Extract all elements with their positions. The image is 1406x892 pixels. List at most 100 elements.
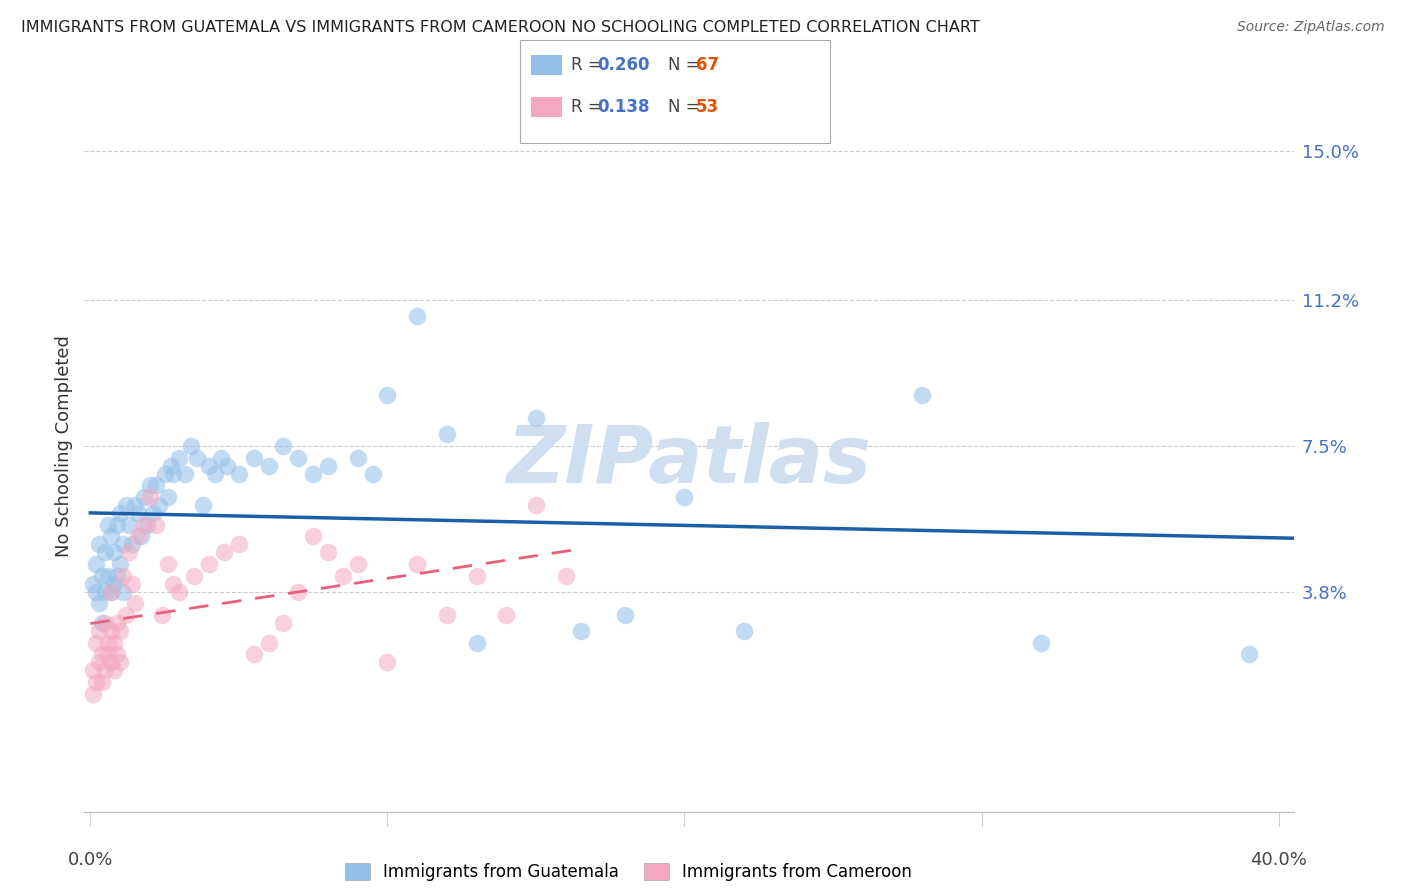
Point	[105, 568, 128, 582]
Point	[1237, 648, 1260, 662]
Point	[569, 624, 592, 638]
Point	[135, 517, 157, 532]
Point	[361, 467, 384, 481]
Point	[1029, 635, 1052, 649]
Point	[127, 529, 149, 543]
Point	[287, 584, 309, 599]
Point	[103, 545, 125, 559]
Point	[103, 576, 125, 591]
Point	[198, 557, 221, 571]
Point	[316, 458, 339, 473]
Point	[118, 545, 141, 559]
Text: 40.0%: 40.0%	[1250, 851, 1308, 869]
Point	[91, 568, 114, 582]
Point	[111, 568, 134, 582]
Point	[108, 557, 131, 571]
Text: 0.260: 0.260	[598, 56, 650, 74]
Point	[554, 568, 576, 582]
Point	[273, 615, 295, 630]
Point	[495, 608, 517, 623]
Point	[302, 467, 325, 481]
Point	[84, 557, 107, 571]
Point	[124, 498, 146, 512]
Point	[129, 529, 152, 543]
Point	[132, 490, 155, 504]
Point	[377, 388, 399, 402]
Point	[94, 615, 117, 630]
Point	[465, 568, 488, 582]
Point	[257, 635, 280, 649]
Point	[82, 663, 104, 677]
Point	[94, 584, 117, 599]
Point	[82, 687, 104, 701]
Text: 0.0%: 0.0%	[67, 851, 112, 869]
Point	[97, 568, 120, 582]
Point	[198, 458, 221, 473]
Text: N =: N =	[668, 56, 704, 74]
Point	[91, 675, 114, 690]
Point	[89, 624, 111, 638]
Point	[346, 450, 368, 465]
Point	[186, 450, 208, 465]
Point	[346, 557, 368, 571]
Point	[215, 458, 238, 473]
Point	[91, 648, 114, 662]
Point	[105, 517, 128, 532]
Point	[84, 675, 107, 690]
Y-axis label: No Schooling Completed: No Schooling Completed	[55, 335, 73, 557]
Point	[108, 655, 131, 669]
Text: 67: 67	[696, 56, 718, 74]
Point	[614, 608, 637, 623]
Text: N =: N =	[668, 98, 704, 116]
Point	[100, 584, 122, 599]
Text: R =: R =	[571, 56, 607, 74]
Point	[169, 450, 191, 465]
Point	[209, 450, 232, 465]
Point	[100, 655, 122, 669]
Point	[377, 655, 399, 669]
Point	[97, 635, 120, 649]
Point	[162, 576, 184, 591]
Point	[100, 584, 122, 599]
Point	[89, 596, 111, 610]
Point	[142, 506, 165, 520]
Text: IMMIGRANTS FROM GUATEMALA VS IMMIGRANTS FROM CAMEROON NO SCHOOLING COMPLETED COR: IMMIGRANTS FROM GUATEMALA VS IMMIGRANTS …	[21, 20, 980, 35]
Point	[94, 663, 117, 677]
Point	[145, 478, 167, 492]
Point	[733, 624, 755, 638]
Point	[193, 498, 215, 512]
Point	[94, 545, 117, 559]
Text: 53: 53	[696, 98, 718, 116]
Point	[228, 467, 250, 481]
Point	[115, 498, 138, 512]
Point	[97, 517, 120, 532]
Point	[121, 576, 143, 591]
Text: R =: R =	[571, 98, 607, 116]
Point	[159, 458, 181, 473]
Point	[242, 450, 264, 465]
Point	[524, 498, 547, 512]
Point	[436, 427, 458, 442]
Text: Source: ZipAtlas.com: Source: ZipAtlas.com	[1237, 20, 1385, 34]
Point	[138, 490, 160, 504]
Point	[115, 608, 138, 623]
Point	[108, 506, 131, 520]
Point	[111, 584, 134, 599]
Text: 0.138: 0.138	[598, 98, 650, 116]
Point	[100, 529, 122, 543]
Point	[91, 615, 114, 630]
Point	[89, 655, 111, 669]
Point	[436, 608, 458, 623]
Point	[156, 490, 179, 504]
Point	[169, 584, 191, 599]
Text: ZIPatlas: ZIPatlas	[506, 422, 872, 500]
Point	[156, 557, 179, 571]
Point	[174, 467, 197, 481]
Legend: Immigrants from Guatemala, Immigrants from Cameroon: Immigrants from Guatemala, Immigrants fr…	[337, 856, 920, 888]
Point	[287, 450, 309, 465]
Point	[911, 388, 934, 402]
Point	[103, 635, 125, 649]
Point	[111, 537, 134, 551]
Point	[183, 568, 205, 582]
Point	[84, 635, 107, 649]
